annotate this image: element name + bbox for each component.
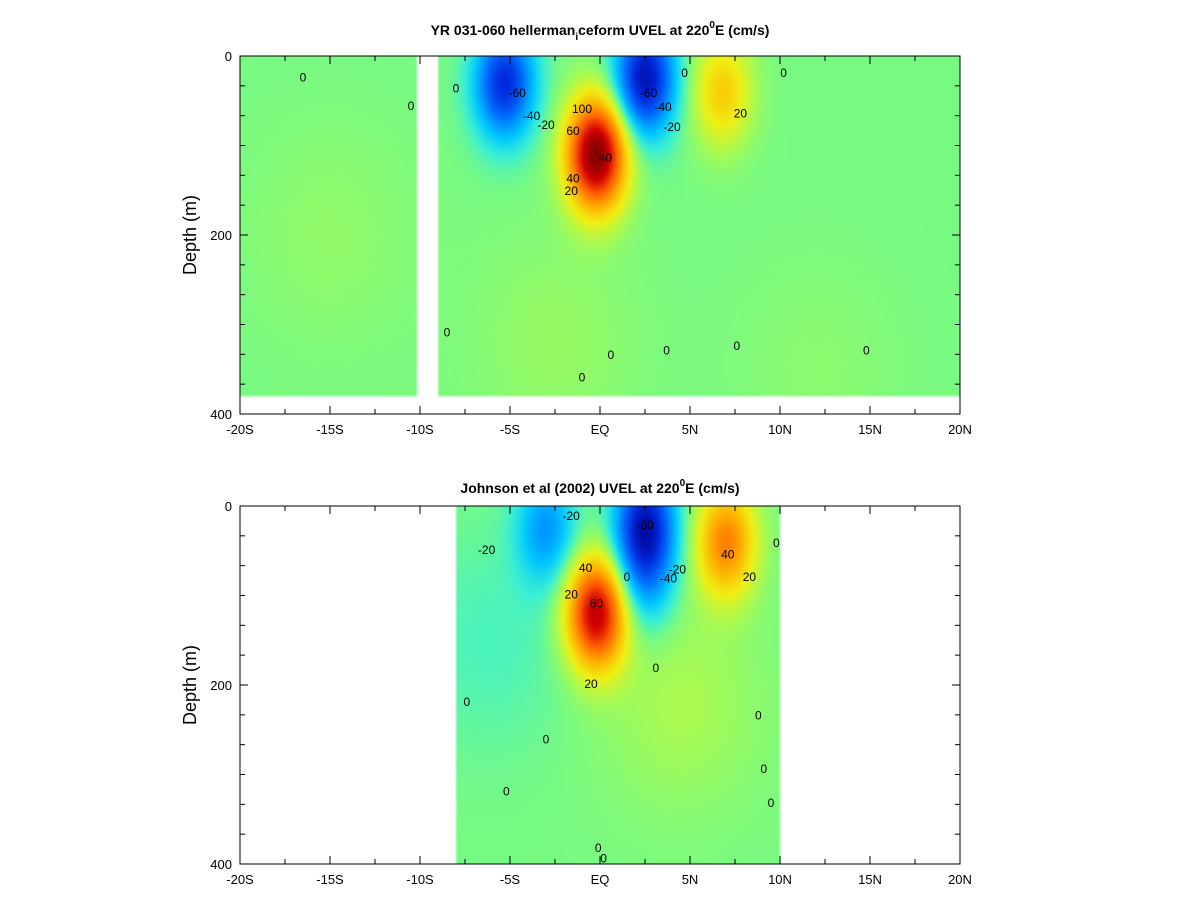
contour-label: 20 — [734, 106, 748, 120]
x-tick-label: -15S — [316, 422, 344, 437]
x-tick-label: 15N — [858, 872, 882, 887]
x-tick-label: -5S — [500, 872, 521, 887]
y-tick-label: 400 — [210, 407, 232, 422]
contour-label: 0 — [595, 841, 602, 855]
contour-label: 100 — [572, 102, 592, 116]
contour-label: -20 — [537, 118, 555, 132]
x-tick-label: 20N — [948, 872, 972, 887]
y-tick-label: 200 — [210, 228, 232, 243]
y-axis-label: Depth (m) — [180, 195, 200, 275]
contour-label: 0 — [444, 326, 451, 340]
contour-label: -40 — [654, 100, 672, 114]
contour-label: 20 — [584, 677, 598, 691]
heatmap-field — [240, 506, 960, 864]
contour-label: -40 — [523, 109, 541, 123]
y-tick-label: 400 — [210, 857, 232, 872]
contour-label: 0 — [543, 733, 550, 747]
title-part: Johnson et al (2002) UVEL at 220 — [460, 480, 679, 496]
contour-label: 0 — [600, 852, 607, 866]
title-part: 0 — [709, 20, 715, 31]
contour-label: 0 — [773, 536, 780, 550]
x-tick-label: 10N — [768, 422, 792, 437]
contour-label: 20 — [743, 570, 757, 584]
contour-label: -20 — [669, 563, 687, 577]
contour-label: 40 — [721, 547, 735, 561]
x-tick-label: -20S — [226, 422, 254, 437]
contour-label: 0 — [663, 344, 670, 358]
y-axis-label: Depth (m) — [180, 645, 200, 725]
contour-label: -20 — [563, 509, 581, 523]
contour-label: 20 — [565, 588, 579, 602]
contour-label: 0 — [681, 66, 688, 80]
contour-label: 0 — [408, 99, 415, 113]
title-part: E (cm/s) — [685, 480, 739, 496]
contour-label: 0 — [780, 66, 787, 80]
x-tick-label: -10S — [406, 422, 434, 437]
y-tick-label: 0 — [225, 49, 232, 64]
x-tick-label: EQ — [591, 872, 610, 887]
contour-label: 0 — [652, 661, 659, 675]
x-tick-label: 5N — [682, 422, 699, 437]
contour-label: -40 — [660, 572, 678, 586]
title-part: YR 031-060 hellerman — [431, 22, 576, 38]
x-tick-label: 20N — [948, 422, 972, 437]
contour-label: 0 — [453, 81, 460, 95]
y-tick-label: 0 — [225, 499, 232, 514]
contour-label: 0 — [463, 695, 470, 709]
contour-label: 0 — [760, 762, 767, 776]
y-tick-label: 200 — [210, 678, 232, 693]
contour-label: 20 — [565, 184, 579, 198]
contour-label: -20 — [663, 120, 681, 134]
contour-label: 0 — [768, 796, 775, 810]
contour-label: 40 — [579, 561, 593, 575]
x-tick-label: -20S — [226, 872, 254, 887]
x-tick-label: EQ — [591, 422, 610, 437]
contour-label: 60 — [566, 124, 580, 138]
contour-label: 0 — [755, 708, 762, 722]
x-tick-label: -5S — [500, 422, 521, 437]
x-tick-label: 5N — [682, 872, 699, 887]
title-part: i — [575, 32, 578, 43]
title-part: E (cm/s) — [715, 22, 769, 38]
contour-label: 0 — [579, 370, 586, 384]
title-part: 0 — [680, 478, 686, 489]
panel-2: -20-20-60-20-4002040602040200000000000-2… — [180, 478, 972, 887]
contour-label: 0 — [624, 570, 631, 584]
x-tick-label: -10S — [406, 872, 434, 887]
contour-label: -20 — [478, 543, 496, 557]
title-part: ceform UVEL at 220 — [578, 22, 709, 38]
contour-label: 0 — [863, 344, 870, 358]
contour-label: 40 — [599, 151, 613, 165]
contour-label: -60 — [640, 86, 658, 100]
heatmap-field — [240, 56, 960, 414]
contour-label: 60 — [590, 597, 604, 611]
contour-label: 0 — [300, 71, 307, 85]
chart-title: YR 031-060 hellermaniceform UVEL at 2200… — [431, 20, 770, 43]
contour-label: 40 — [566, 172, 580, 186]
contour-label: 0 — [503, 785, 510, 799]
contour-label: 0 — [733, 339, 740, 353]
x-tick-label: 10N — [768, 872, 792, 887]
x-tick-label: -15S — [316, 872, 344, 887]
contour-label: 0 — [607, 348, 614, 362]
x-tick-label: 15N — [858, 422, 882, 437]
contour-label: -60 — [509, 86, 527, 100]
contour-label: -60 — [636, 518, 654, 532]
chart-title: Johnson et al (2002) UVEL at 2200E (cm/s… — [460, 478, 739, 496]
